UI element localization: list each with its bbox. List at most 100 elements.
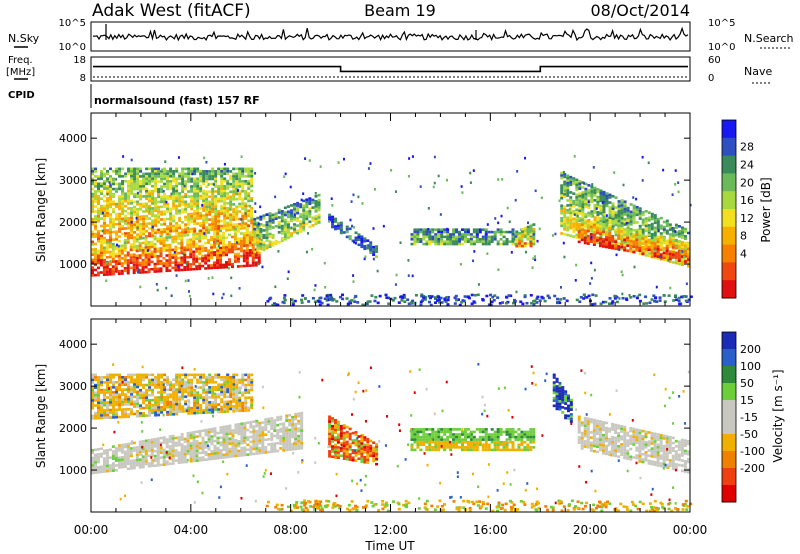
range-gate-cell: [180, 241, 184, 245]
range-gate-cell: [228, 424, 232, 428]
range-gate-cell: [159, 252, 163, 255]
range-gate-cell: [575, 233, 579, 237]
range-gate-cell: [674, 254, 678, 257]
range-gate-cell: [145, 172, 149, 176]
range-gate-cell: [202, 194, 206, 198]
range-gate-cell: [130, 231, 134, 235]
range-gate-cell: [219, 263, 223, 267]
range-gate-cell: [601, 242, 605, 246]
range-gate-cell: [103, 239, 107, 242]
range-gate-cell: [178, 407, 182, 411]
range-gate-cell: [204, 431, 208, 434]
range-gate-cell: [345, 297, 349, 300]
range-gate-cell: [114, 270, 118, 273]
range-gate-cell: [160, 391, 164, 394]
range-gate-cell: [623, 240, 627, 244]
range-gate-cell: [629, 230, 633, 233]
range-gate-cell: [118, 376, 122, 379]
range-gate-cell: [225, 455, 229, 459]
range-gate-cell: [259, 232, 263, 236]
range-gate-cell: [575, 223, 579, 227]
range-gate-cell: [201, 237, 205, 240]
range-gate-cell: [157, 192, 161, 196]
range-gate-cell: [288, 448, 292, 451]
range-gate-cell: [246, 453, 250, 456]
range-gate-cell: [181, 195, 185, 199]
range-gate-cell: [638, 217, 642, 220]
range-gate-cell: [162, 241, 166, 245]
range-gate-cell: [222, 248, 226, 252]
range-gate-cell: [288, 441, 292, 444]
range-gate-cell: [91, 404, 94, 407]
range-gate-cell: [193, 170, 197, 173]
range-gate-cell: [283, 225, 287, 229]
range-gate-cell: [99, 271, 103, 274]
range-gate-cell: [106, 229, 110, 232]
range-gate-cell: [142, 172, 146, 176]
range-gate-cell: [184, 200, 188, 204]
range-gate-cell: [226, 194, 230, 198]
range-gate-cell: [289, 209, 293, 212]
range-gate-cell: [106, 206, 110, 210]
range-gate-cell: [662, 228, 666, 231]
range-gate-cell: [656, 252, 660, 256]
range-gate-cell: [238, 185, 242, 188]
range-gate-cell: [178, 216, 182, 220]
range-gate-cell: [138, 263, 142, 267]
range-gate-cell: [683, 256, 687, 260]
range-gate-cell: [129, 442, 133, 445]
range-gate-cell: [177, 242, 181, 245]
range-gate-cell: [656, 238, 660, 241]
range-gate-cell: [103, 411, 107, 415]
range-gate-cell: [171, 449, 175, 453]
range-gate-cell: [668, 243, 672, 246]
range-gate-cell: [644, 242, 648, 246]
range-gate-cell: [227, 233, 231, 237]
range-gate-cell: [234, 423, 238, 427]
range-gate-cell: [253, 227, 257, 231]
range-gate-cell: [508, 230, 512, 234]
range-gate-cell: [121, 232, 125, 236]
range-gate-cell: [156, 257, 160, 261]
range-gate-cell: [147, 255, 151, 259]
range-gate-cell: [273, 429, 277, 433]
range-gate-cell: [91, 406, 94, 410]
range-gate-cell: [166, 400, 170, 404]
range-gate-cell: [647, 161, 650, 165]
range-gate-cell: [241, 197, 245, 201]
range-gate-cell: [124, 227, 128, 230]
range-gate-cell: [293, 230, 297, 234]
range-gate-cell: [112, 200, 116, 204]
range-gate-cell: [587, 206, 591, 210]
range-gate-cell: [205, 208, 209, 211]
range-gate-cell: [121, 378, 125, 382]
range-gate-cell: [440, 235, 444, 239]
range-gate-cell: [130, 375, 134, 379]
range-gate-cell: [166, 195, 170, 198]
range-gate-cell: [187, 212, 191, 216]
range-gate-cell: [217, 210, 221, 213]
range-gate-cell: [446, 303, 450, 306]
range-gate-cell: [288, 423, 292, 427]
range-gate-cell: [578, 202, 582, 205]
range-gate-cell: [137, 268, 140, 272]
range-gate-cell: [91, 456, 94, 460]
range-gate-cell: [118, 388, 122, 392]
range-gate-cell: [617, 234, 621, 238]
range-gate-cell: [620, 237, 624, 241]
range-gate-cell: [145, 393, 149, 397]
range-gate-cell: [171, 439, 175, 443]
range-gate-cell: [175, 407, 179, 411]
range-gate-cell: [207, 453, 211, 456]
range-gate-cell: [299, 213, 303, 216]
range-gate-cell: [262, 236, 266, 240]
range-gate-cell: [593, 216, 597, 219]
range-gate-cell: [592, 214, 595, 218]
range-gate-cell: [109, 225, 113, 229]
range-gate-cell: [97, 197, 101, 201]
range-gate-cell: [602, 233, 606, 236]
range-gate-cell: [165, 266, 169, 270]
range-gate-cell: [105, 456, 109, 460]
range-gate-cell: [181, 172, 185, 176]
range-gate-cell: [671, 227, 675, 230]
